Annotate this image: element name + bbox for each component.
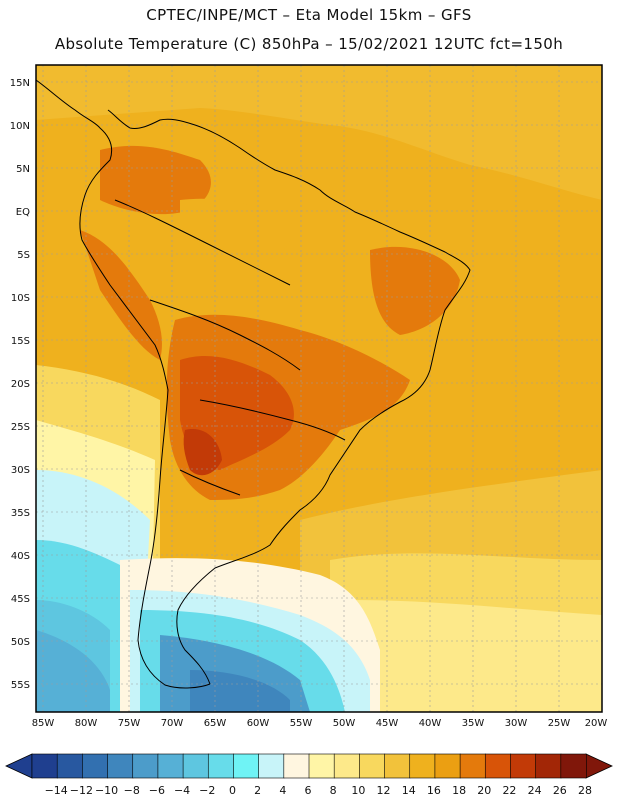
colorbar-low-arrow: [5, 753, 33, 779]
lat-label: 25S: [11, 422, 30, 433]
colorbar-tick-label: 4: [279, 784, 286, 797]
colorbar-swatch: [459, 753, 486, 779]
colorbar-tick-label: 14: [402, 784, 416, 797]
colorbar-tick-label: −8: [124, 784, 140, 797]
colorbar-swatch: [132, 753, 159, 779]
lon-label: 80W: [75, 718, 98, 729]
map-subtitle: Absolute Temperature (C) 850hPa – 15/02/…: [54, 35, 564, 53]
lat-label: 10N: [10, 121, 30, 132]
lon-label: 70W: [161, 718, 184, 729]
colorbar-tick-label: 8: [330, 784, 337, 797]
lat-label: 15N: [10, 78, 30, 89]
colorbar-tick-label: −14: [45, 784, 68, 797]
lon-label: 55W: [290, 718, 313, 729]
colorbar-swatch: [434, 753, 461, 779]
lon-label: 35W: [462, 718, 485, 729]
colorbar-tick-label: 24: [528, 784, 542, 797]
colorbar-tick-label: 28: [578, 784, 592, 797]
colorbar-swatch: [283, 753, 310, 779]
lat-label: 5S: [17, 250, 30, 261]
colorbar-tick-label: −10: [95, 784, 118, 797]
colorbar-tick-label: 2: [254, 784, 261, 797]
colorbar-swatch: [157, 753, 184, 779]
lat-lon-grid: [36, 65, 602, 712]
colorbar-tick-label: 20: [477, 784, 491, 797]
lon-label: 85W: [32, 718, 55, 729]
colorbar-swatch: [484, 753, 512, 779]
lat-label: EQ: [16, 207, 30, 218]
colorbar-swatch: [510, 753, 537, 779]
lat-label: 50S: [11, 637, 30, 648]
coastline: [36, 79, 471, 689]
colorbar-swatch: [308, 753, 335, 779]
map-frame: [35, 64, 603, 713]
colorbar-swatch: [207, 753, 235, 779]
lat-axis: 15N 10N 5N EQ 5S 10S 15S 20S 25S 30S 35S…: [10, 78, 30, 691]
lat-label: 35S: [11, 508, 30, 519]
lat-label: 20S: [11, 379, 30, 390]
colorbar-swatch: [182, 753, 209, 779]
colorbar-swatch: [258, 753, 285, 779]
colorbar-tick-label: 18: [452, 784, 466, 797]
colorbar: −14 −12 −10 −8 −6 −4 −2 0 2 4 6 8 10 12 14 16 18 20 22 24 26…: [5, 753, 613, 797]
lat-label: 10S: [11, 293, 30, 304]
colorbar-tick-label: 6: [305, 784, 312, 797]
lon-axis: 85W 80W 75W 70W 65W 60W 55W 50W 45W 40W …: [32, 718, 608, 729]
colorbar-tick-label: −12: [70, 784, 93, 797]
colorbar-tick-label: 0: [229, 784, 236, 797]
colorbar-swatch: [82, 753, 109, 779]
colorbar-swatch: [560, 753, 587, 779]
lon-label: 40W: [419, 718, 442, 729]
colorbar-tick-label: 16: [427, 784, 441, 797]
colorbar-swatch: [535, 753, 562, 779]
lon-label: 60W: [247, 718, 270, 729]
map-title: CPTEC/INPE/MCT – Eta Model 15km – GFS: [146, 6, 472, 24]
colorbar-swatch: [233, 753, 260, 779]
colorbar-tick-label: 26: [553, 784, 567, 797]
colorbar-tick-label: 12: [377, 784, 391, 797]
temperature-field: [36, 65, 602, 712]
colorbar-swatch: [31, 753, 58, 779]
colorbar-tick-label: −6: [149, 784, 165, 797]
lat-label: 30S: [11, 465, 30, 476]
lat-label: 15S: [11, 336, 30, 347]
lat-label: 5N: [16, 164, 30, 175]
colorbar-swatch: [384, 753, 411, 779]
lon-label: 30W: [505, 718, 528, 729]
colorbar-swatch: [359, 753, 386, 779]
lon-label: 65W: [204, 718, 227, 729]
colorbar-swatch: [56, 753, 83, 779]
lat-label: 55S: [11, 680, 30, 691]
colorbar-tick-label: −2: [199, 784, 215, 797]
lat-label: 45S: [11, 594, 30, 605]
colorbar-tick-label: 22: [502, 784, 516, 797]
colorbar-swatch: [107, 753, 134, 779]
lon-label: 45W: [376, 718, 399, 729]
colorbar-swatch: [409, 753, 436, 779]
colorbar-tick-label: −4: [174, 784, 190, 797]
lon-label: 20W: [585, 718, 608, 729]
lon-label: 25W: [548, 718, 571, 729]
colorbar-swatch: [333, 753, 360, 779]
colorbar-high-arrow: [585, 753, 613, 779]
colorbar-tick-label: 10: [351, 784, 365, 797]
lon-label: 50W: [333, 718, 356, 729]
lat-label: 40S: [11, 551, 30, 562]
lon-label: 75W: [118, 718, 141, 729]
